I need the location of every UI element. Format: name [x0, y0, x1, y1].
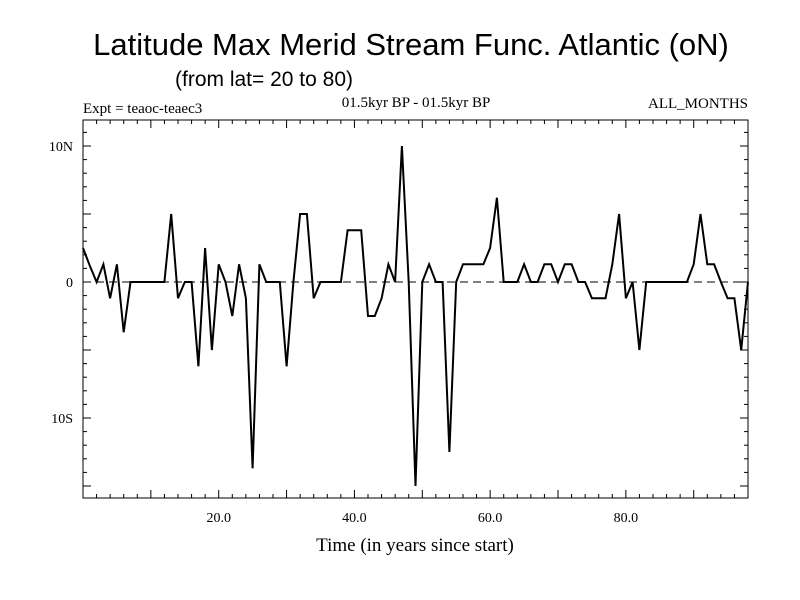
axis-ticks [83, 120, 748, 498]
period-label: 01.5kyr BP - 01.5kyr BP [342, 95, 491, 111]
x-tick-label: 40.0 [342, 511, 367, 526]
months-label: ALL_MONTHS [648, 96, 748, 112]
x-axis-label: Time (in years since start) [316, 535, 514, 556]
x-tick-label: 60.0 [478, 511, 503, 526]
y-tick-label: 10N [49, 140, 73, 155]
chart-subtitle: (from lat= 20 to 80) [175, 68, 353, 91]
y-tick-label: 0 [66, 276, 73, 291]
y-tick-label: 10S [51, 412, 73, 427]
series-line [82, 145, 749, 487]
axis-tick-labels: 20.0 40.0 60.0 80.0 10N 0 10S [49, 140, 638, 526]
x-tick-label: 80.0 [614, 511, 639, 526]
x-tick-label: 20.0 [206, 511, 231, 526]
plot-frame [82, 119, 749, 499]
expt-label: Expt = teaoc-teaec3 [83, 101, 202, 117]
chart-title: Latitude Max Merid Stream Func. Atlantic… [93, 27, 729, 62]
